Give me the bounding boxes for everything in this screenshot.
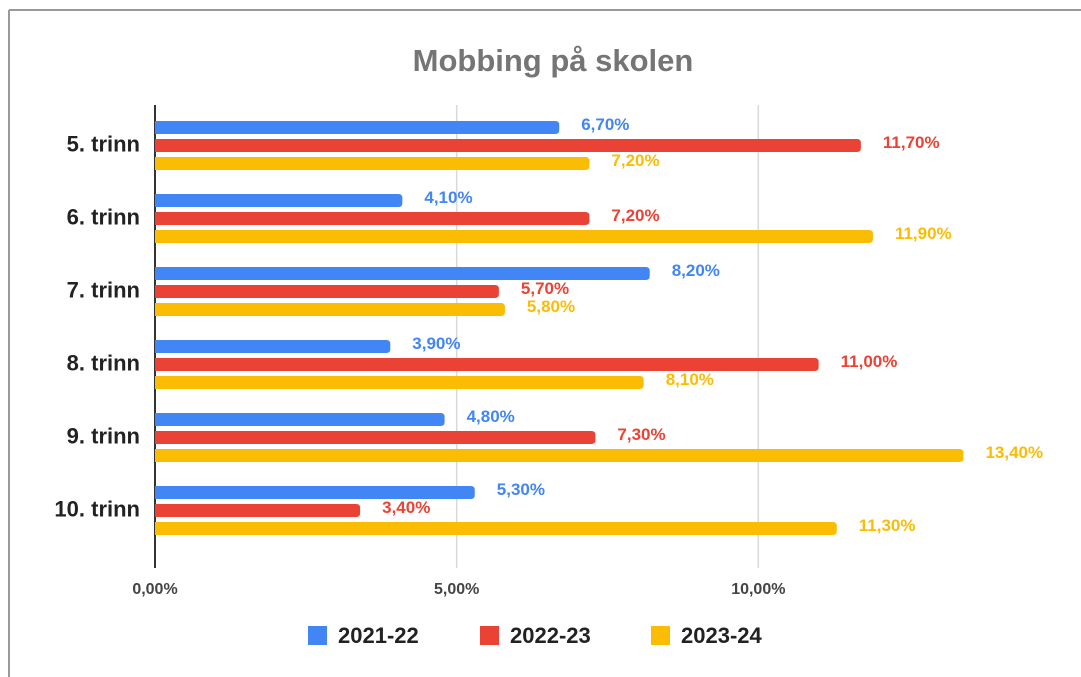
data-label: 8,10% — [666, 370, 714, 389]
x-tick-label: 0,00% — [132, 581, 177, 598]
y-tick-label: 7. trinn — [67, 277, 140, 302]
y-tick-label: 6. trinn — [67, 204, 140, 229]
bar — [155, 139, 861, 152]
bar — [155, 413, 445, 426]
bar — [155, 486, 475, 499]
data-label: 11,00% — [841, 352, 898, 371]
bar — [155, 285, 499, 298]
data-label: 5,80% — [527, 297, 575, 316]
legend-swatch — [480, 626, 499, 645]
data-label: 11,90% — [895, 224, 952, 243]
x-tick-label: 10,00% — [731, 581, 785, 598]
chart-title: Mobbing på skolen — [413, 43, 694, 78]
legend-label: 2021-22 — [338, 623, 419, 648]
data-label: 5,30% — [497, 480, 545, 499]
y-tick-label: 8. trinn — [67, 350, 140, 375]
data-label: 4,10% — [424, 188, 472, 207]
data-label: 6,70% — [581, 115, 629, 134]
data-label: 11,70% — [883, 133, 940, 152]
data-label: 7,30% — [617, 425, 665, 444]
bar — [155, 449, 964, 462]
bar — [155, 267, 650, 280]
bar — [155, 340, 391, 353]
bar — [155, 376, 644, 389]
bar — [155, 121, 560, 134]
y-tick-label: 5. trinn — [67, 131, 140, 156]
bar — [155, 212, 590, 225]
legend-swatch — [308, 626, 327, 645]
legend-swatch — [651, 626, 670, 645]
y-tick-label: 10. trinn — [54, 496, 140, 521]
data-label: 3,40% — [382, 498, 430, 517]
data-label: 4,80% — [467, 407, 515, 426]
data-label: 5,70% — [521, 279, 569, 298]
bar — [155, 431, 596, 444]
x-tick-label: 5,00% — [434, 581, 479, 598]
bar — [155, 157, 590, 170]
bar — [155, 230, 873, 243]
data-label: 7,20% — [611, 206, 659, 225]
data-label: 3,90% — [412, 334, 460, 353]
data-label: 11,30% — [859, 516, 916, 535]
data-label: 13,40% — [985, 443, 1043, 462]
legend-label: 2023-24 — [681, 623, 763, 648]
bar — [155, 194, 403, 207]
bar — [155, 303, 505, 316]
y-tick-label: 9. trinn — [67, 423, 140, 448]
bar — [155, 504, 361, 517]
data-label: 7,20% — [611, 151, 659, 170]
bar — [155, 358, 819, 371]
bar — [155, 522, 837, 535]
data-label: 8,20% — [672, 261, 720, 280]
legend-label: 2022-23 — [510, 623, 591, 648]
